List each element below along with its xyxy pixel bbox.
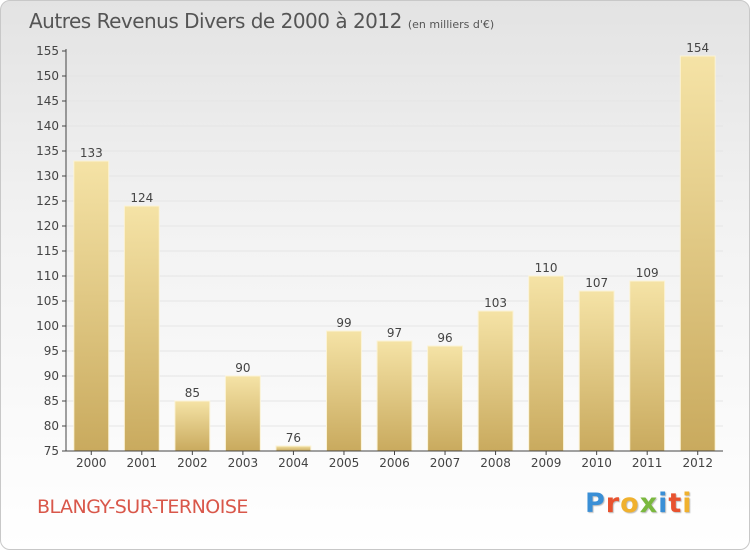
x-tick-label: 2011 [632,456,663,470]
bar-2011 [629,280,666,452]
y-tick-label: 140 [36,119,59,133]
value-label: 85 [185,386,200,400]
x-tick-label: 2000 [76,456,107,470]
bar-2004 [275,445,312,452]
value-label: 99 [336,316,351,330]
x-tick-label: 2004 [278,456,309,470]
y-tick-label: 80 [44,419,59,433]
y-tick-label: 100 [36,319,59,333]
x-tick-label: 2010 [581,456,612,470]
logo-letter: o [620,488,640,519]
x-tick-label: 2009 [531,456,562,470]
y-tick-label: 145 [36,94,59,108]
y-tick-label: 115 [36,244,59,258]
logo-letter: x [639,488,659,519]
y-tick-label: 155 [36,44,59,58]
chart-subtitle: (en milliers d'€) [407,18,495,31]
x-tick-label: 2012 [682,456,713,470]
y-tick-label: 75 [44,444,59,458]
bar-2000 [73,160,110,452]
logo-letter: t [668,488,683,519]
x-tick-label: 2007 [430,456,461,470]
value-label: 109 [636,266,659,280]
bar-2005 [326,330,362,452]
y-tick-label: 90 [44,369,59,383]
x-tick-label: 2003 [228,456,259,470]
value-label: 103 [484,296,507,310]
y-tick-label: 85 [44,394,59,408]
bar-2003 [224,375,261,452]
value-label: 90 [235,361,250,375]
x-tick-label: 2001 [127,456,158,470]
bar-2006 [376,340,413,452]
y-tick-label: 105 [36,294,59,308]
logo-letter: r [605,488,621,519]
bar-2012 [679,55,716,452]
x-tick-label: 2008 [480,456,511,470]
bar-2001 [123,205,160,452]
bar-2008 [477,310,514,452]
y-tick-label: 110 [36,269,59,283]
y-tick-label: 130 [36,169,59,183]
logo-letter: i [682,488,693,519]
y-tick-label: 95 [44,344,59,358]
bar-2007 [427,345,463,452]
x-tick-label: 2006 [379,456,410,470]
chart-title: Autres Revenus Divers de 2000 à 2012 (en … [29,9,494,33]
x-tick-label: 2005 [329,456,360,470]
y-tick-label: 125 [36,194,59,208]
logo-letter: i [658,488,669,519]
title-text: Autres Revenus Divers de 2000 à 2012 [29,9,402,33]
value-label: 107 [585,276,608,290]
value-label: 76 [286,431,301,445]
y-tick-label: 135 [36,144,59,158]
proxiti-logo: Proxiti [585,488,693,519]
y-tick-label: 150 [36,69,59,83]
commune-name: BLANGY-SUR-TERNOISE [37,496,248,518]
axes: 75 80 85 90 95 100 105 110 115 120 125 130 135 140 145… [36,44,723,470]
value-label: 96 [437,331,452,345]
y-tick-label: 120 [36,219,59,233]
logo-letter: P [585,488,606,519]
bar-2009 [528,275,565,452]
value-label: 97 [387,326,402,340]
value-label: 110 [535,261,558,275]
value-label: 124 [130,191,153,205]
bar-2002 [174,400,211,452]
x-tick-label: 2002 [177,456,208,470]
bar-2010 [578,290,615,452]
bars: 133 124 85 90 76 99 97 96 103 110 107 109 154 [73,41,716,452]
value-label: 154 [686,41,709,55]
value-label: 133 [80,146,103,160]
